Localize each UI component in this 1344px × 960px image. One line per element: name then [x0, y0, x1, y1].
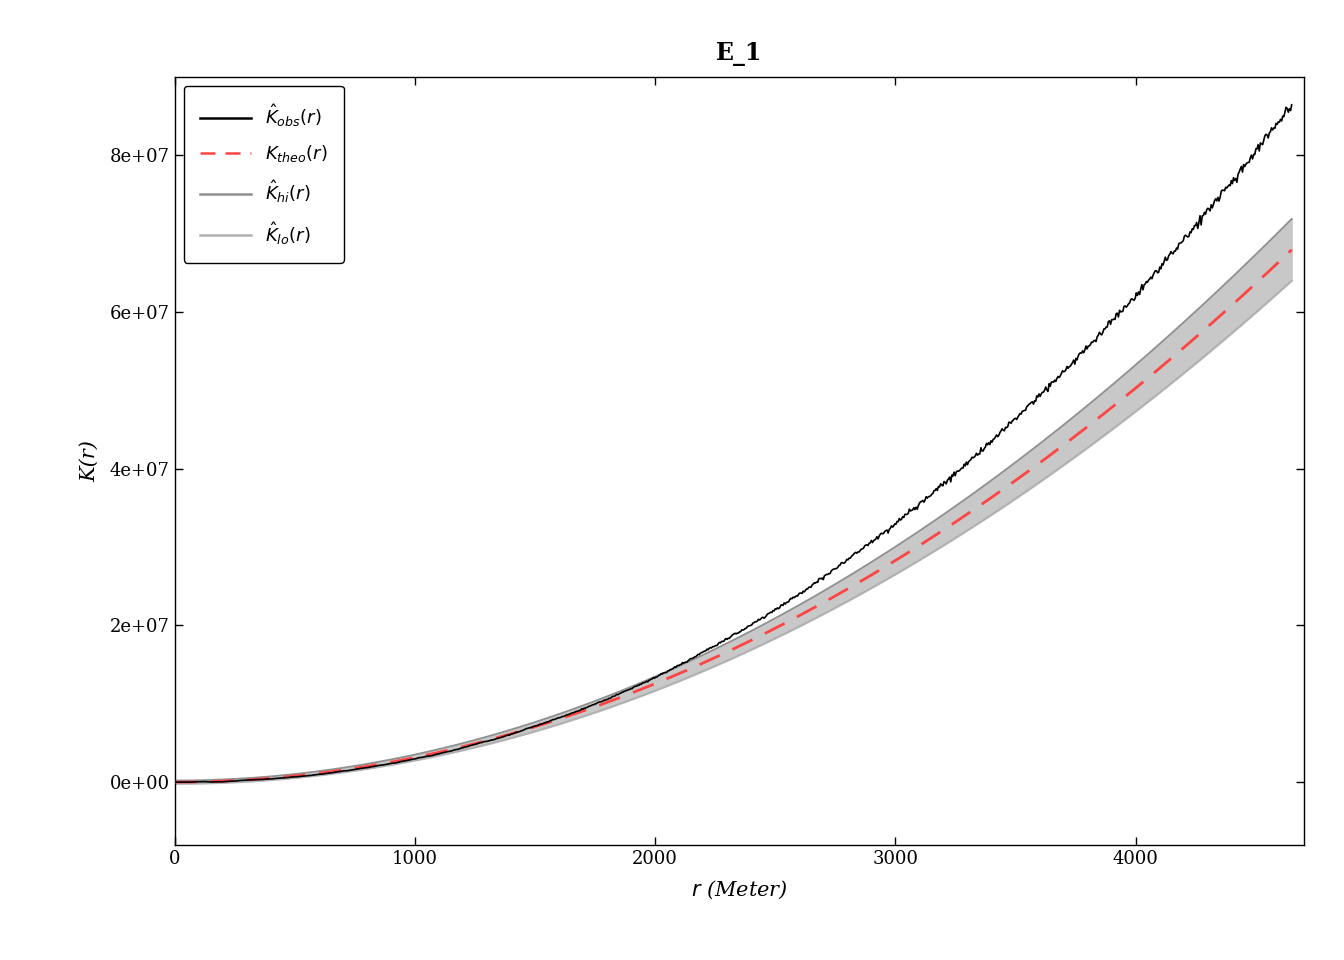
Title: E_1: E_1	[716, 42, 762, 66]
X-axis label: $r$ (Meter): $r$ (Meter)	[691, 878, 788, 901]
Y-axis label: K(r): K(r)	[79, 440, 98, 482]
Legend: $\hat{K}_{obs}(r)$, $K_{theo}(r)$, $\hat{K}_{hi}(r)$, $\hat{K}_{lo}(r)$: $\hat{K}_{obs}(r)$, $K_{theo}(r)$, $\hat…	[184, 85, 344, 263]
